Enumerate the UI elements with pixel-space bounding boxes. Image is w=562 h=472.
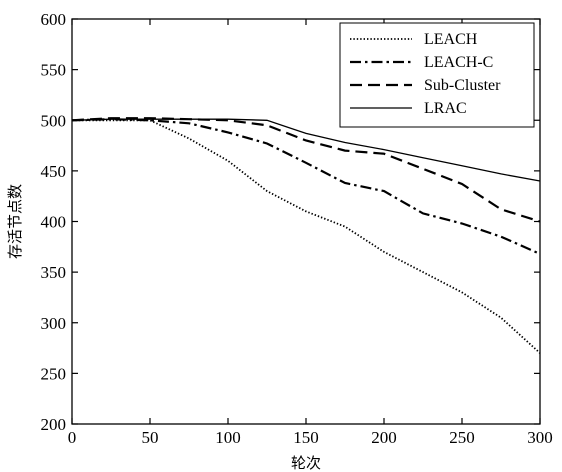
y-axis-ticks: 200 250 300 350 400 450 500 550 600	[41, 10, 540, 434]
y-tick-label: 450	[41, 162, 67, 181]
series-line-leach-c	[71, 118, 541, 255]
x-tick-label: 0	[68, 428, 77, 447]
series-line-sub-cluster	[71, 117, 541, 223]
legend-label: LRAC	[424, 100, 467, 117]
series-lines	[71, 117, 541, 354]
legend-label: LEACH	[424, 31, 478, 48]
x-axis-ticks: 0 50 100 150 200 250 300	[68, 19, 553, 447]
series-line-leach	[72, 119, 541, 354]
y-tick-label: 350	[41, 263, 67, 282]
x-tick-label: 150	[293, 428, 319, 447]
legend: LEACH LEACH-C Sub-Cluster LRAC	[339, 22, 535, 128]
y-axis-label: 存活节点数	[6, 184, 24, 259]
series-line-lrac	[71, 118, 541, 182]
y-tick-label: 550	[41, 61, 67, 80]
legend-label: Sub-Cluster	[424, 77, 501, 94]
x-tick-label: 50	[142, 428, 159, 447]
y-tick-label: 200	[41, 415, 67, 434]
legend-box	[339, 22, 535, 128]
x-tick-label: 200	[371, 428, 397, 447]
y-tick-label: 300	[41, 314, 67, 333]
x-tick-label: 250	[449, 428, 475, 447]
x-tick-label: 100	[215, 428, 241, 447]
x-axis-label: 轮次	[291, 454, 321, 472]
y-tick-label: 600	[41, 10, 67, 29]
y-tick-label: 250	[41, 364, 67, 383]
y-tick-label: 500	[41, 111, 67, 130]
legend-label: LEACH-C	[424, 54, 493, 71]
y-tick-label: 400	[41, 213, 67, 232]
x-tick-label: 300	[527, 428, 553, 447]
